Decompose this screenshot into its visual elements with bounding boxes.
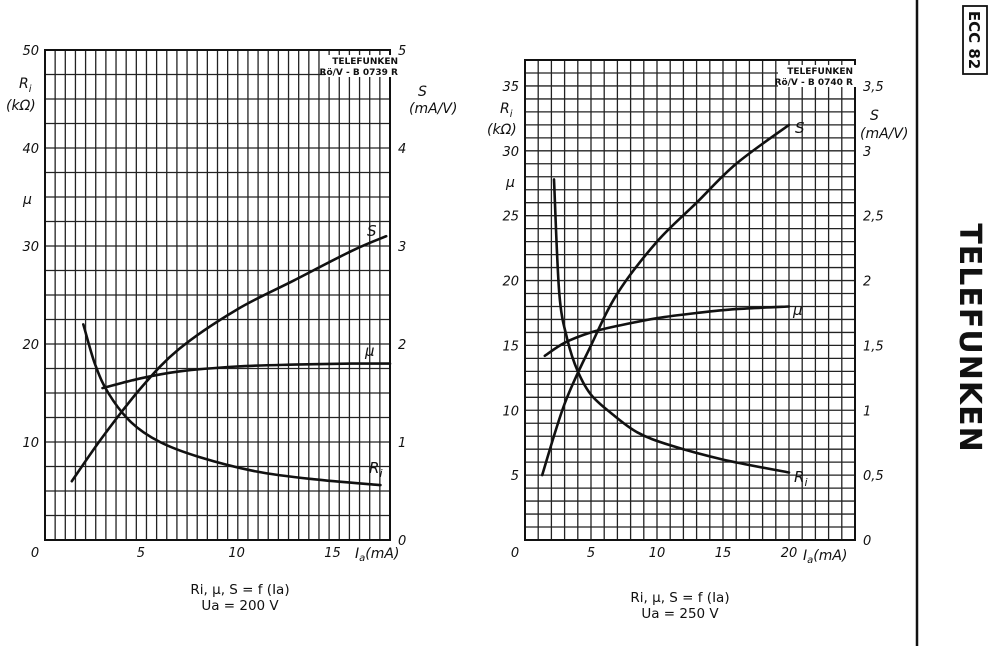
tube-code-label: ECC 82	[965, 11, 983, 69]
curve-mu	[101, 362, 392, 390]
chart-2-caption: Ri, μ, S = f (Ia) Ua = 250 V	[560, 590, 800, 622]
chart-1-mu-label: μ	[22, 192, 32, 208]
chart-2-frame	[524, 59, 856, 541]
chart-1-ticks: 0 5 10 15 10 20 30 40 50 0 1 2 3 4 5	[22, 44, 406, 561]
curve-s	[70, 234, 388, 483]
y-right-tick-label: 1	[398, 436, 406, 451]
y-right-tick-label: 2	[863, 275, 871, 290]
chart-2-caption-voltage: Ua = 250 V	[641, 606, 719, 622]
y-left-tick-label: 50	[22, 44, 39, 59]
chart-ua-250v: 0 5 10 15 20 5 10 15 20 25 30 35 0 0,5 1 1,5 2 2,5 3 3,5 Sμ…	[487, 59, 908, 566]
curve-s	[540, 123, 791, 477]
y-right-tick-label: 3,5	[863, 80, 884, 95]
y-left-tick-label: 35	[502, 80, 519, 95]
chart-1-stamp-bg	[325, 55, 401, 77]
y-left-tick-label: 40	[22, 142, 39, 157]
chart-1-stamp-brand: TELEFUNKEN	[332, 57, 398, 67]
y-left-tick-label: 15	[502, 339, 519, 354]
chart-2-ri-symbol: Ri	[500, 101, 513, 120]
y-right-tick-label: 4	[398, 142, 406, 157]
y-left-tick-label: 25	[502, 210, 519, 225]
tube-code-frame	[962, 5, 988, 75]
curve-label-s: S	[367, 222, 377, 240]
curve-label-ri: Ri	[794, 468, 808, 489]
chart-1-s-label: S	[418, 84, 427, 100]
x-tick-label: 5	[587, 546, 595, 561]
curve-label-mu: μ	[364, 342, 375, 360]
y-left-tick-label: 20	[22, 338, 39, 353]
x-tick-label: 0	[31, 546, 39, 561]
chart-2-stamp-brand: TELEFUNKEN	[787, 67, 853, 77]
x-tick-label: 0	[511, 546, 519, 561]
chart-2-mu-label: μ	[505, 175, 515, 191]
y-right-tick-label: 2	[398, 338, 406, 353]
curve-ri	[82, 323, 382, 487]
chart-ua-200v: 0 5 10 15 10 20 30 40 50 0 1 2 3 4 5 Sμ Ri TELEFUNKEN R…	[6, 44, 457, 564]
curve-label-s: S	[795, 119, 805, 137]
x-tick-label: 10	[649, 546, 666, 561]
y-right-tick-label: 0,5	[863, 469, 884, 484]
x-tick-label: 10	[228, 546, 245, 561]
y-left-tick-label: 10	[22, 436, 39, 451]
chart-2-x-label: Ia(mA)	[803, 548, 847, 566]
chart-2-curves: Sμ Ri	[540, 119, 808, 489]
chart-1-frame	[44, 49, 391, 541]
y-right-tick-label: 0	[398, 534, 406, 549]
y-left-tick-label: 20	[502, 275, 519, 290]
y-right-tick-label: 3	[863, 145, 871, 160]
chart-2-ri-unit: (kΩ)	[487, 122, 517, 138]
chart-2-ticks: 0 5 10 15 20 5 10 15 20 25 30 35 0 0,5 1 1,5 2 2,5 3 3,5	[502, 80, 883, 561]
chart-2-stamp-bg	[778, 65, 858, 87]
chart-1-caption-voltage: Ua = 200 V	[201, 598, 279, 614]
chart-1-grid	[45, 50, 390, 540]
x-tick-label: 15	[715, 546, 732, 561]
curve-ri	[552, 178, 791, 474]
y-right-tick-label: 1,5	[863, 339, 884, 354]
x-tick-label: 20	[781, 546, 798, 561]
x-tick-label: 15	[324, 546, 341, 561]
chart-2-caption-formula: Ri, μ, S = f (Ia)	[630, 590, 730, 606]
y-right-tick-label: 5	[398, 44, 406, 59]
y-left-tick-label: 10	[502, 404, 519, 419]
y-right-tick-label: 1	[863, 404, 871, 419]
chart-1-x-label: Ia(mA)	[355, 546, 399, 564]
y-right-tick-label: 2,5	[863, 210, 884, 225]
chart-2-grid	[525, 60, 855, 540]
y-left-tick-label: 30	[22, 240, 39, 255]
y-right-tick-label: 0	[863, 534, 871, 549]
chart-1-caption: Ri, μ, S = f (Ia) Ua = 200 V	[120, 582, 360, 614]
x-tick-label: 5	[137, 546, 145, 561]
chart-2-s-unit: (mA/V)	[860, 126, 908, 142]
y-right-tick-label: 3	[398, 240, 406, 255]
curve-label-mu: μ	[792, 301, 803, 319]
y-left-tick-label: 5	[511, 469, 519, 484]
chart-2-stamp-ref: Rö/V - B 0740 R	[775, 78, 854, 88]
curve-mu	[543, 305, 791, 358]
brand-vertical-label: TELEFUNKEN	[952, 223, 987, 452]
tube-code-box: ECC 82	[962, 5, 988, 75]
chart-1-ri-unit: (kΩ)	[6, 98, 36, 114]
chart-1-caption-formula: Ri, μ, S = f (Ia)	[190, 582, 290, 598]
curve-label-ri: Ri	[369, 459, 383, 480]
chart-1-s-unit: (mA/V)	[409, 101, 457, 117]
chart-1-curves: Sμ Ri	[70, 222, 392, 487]
chart-1-ri-symbol: Ri	[19, 76, 32, 95]
chart-2-s-label: S	[870, 108, 879, 124]
chart-1-stamp-ref: Rö/V - B 0739 R	[320, 68, 399, 78]
y-left-tick-label: 30	[502, 145, 519, 160]
